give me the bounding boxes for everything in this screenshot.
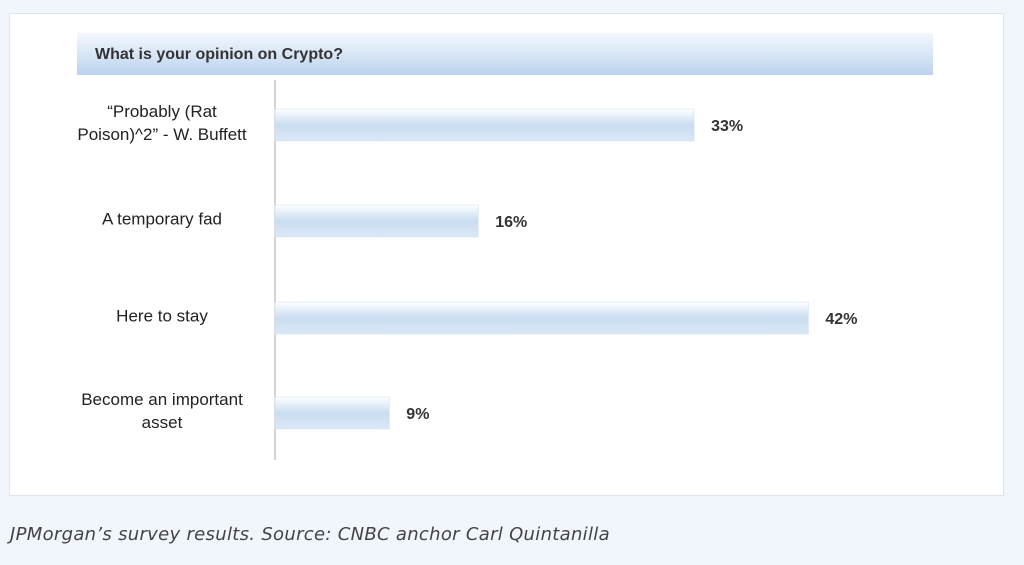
category-label: Here to stay <box>116 306 208 326</box>
title-banner <box>77 33 933 75</box>
value-label: 9% <box>406 406 429 423</box>
value-label: 33% <box>711 118 743 135</box>
value-label: 16% <box>495 214 527 231</box>
category-label: A temporary fad <box>101 209 222 229</box>
bar <box>274 396 390 430</box>
bar <box>274 108 695 142</box>
bar <box>274 204 479 238</box>
chart-title: What is your opinion on Crypto? <box>95 46 343 63</box>
value-label: 42% <box>825 311 857 328</box>
category-label: Become an important asset <box>81 390 243 432</box>
caption: JPMorgan’s survey results. Source: CNBC … <box>10 524 610 545</box>
chart-frame <box>9 13 1004 496</box>
bar <box>274 301 809 335</box>
category-label: “Probably (Rat Poison)^2” - W. Buffett <box>77 102 247 144</box>
